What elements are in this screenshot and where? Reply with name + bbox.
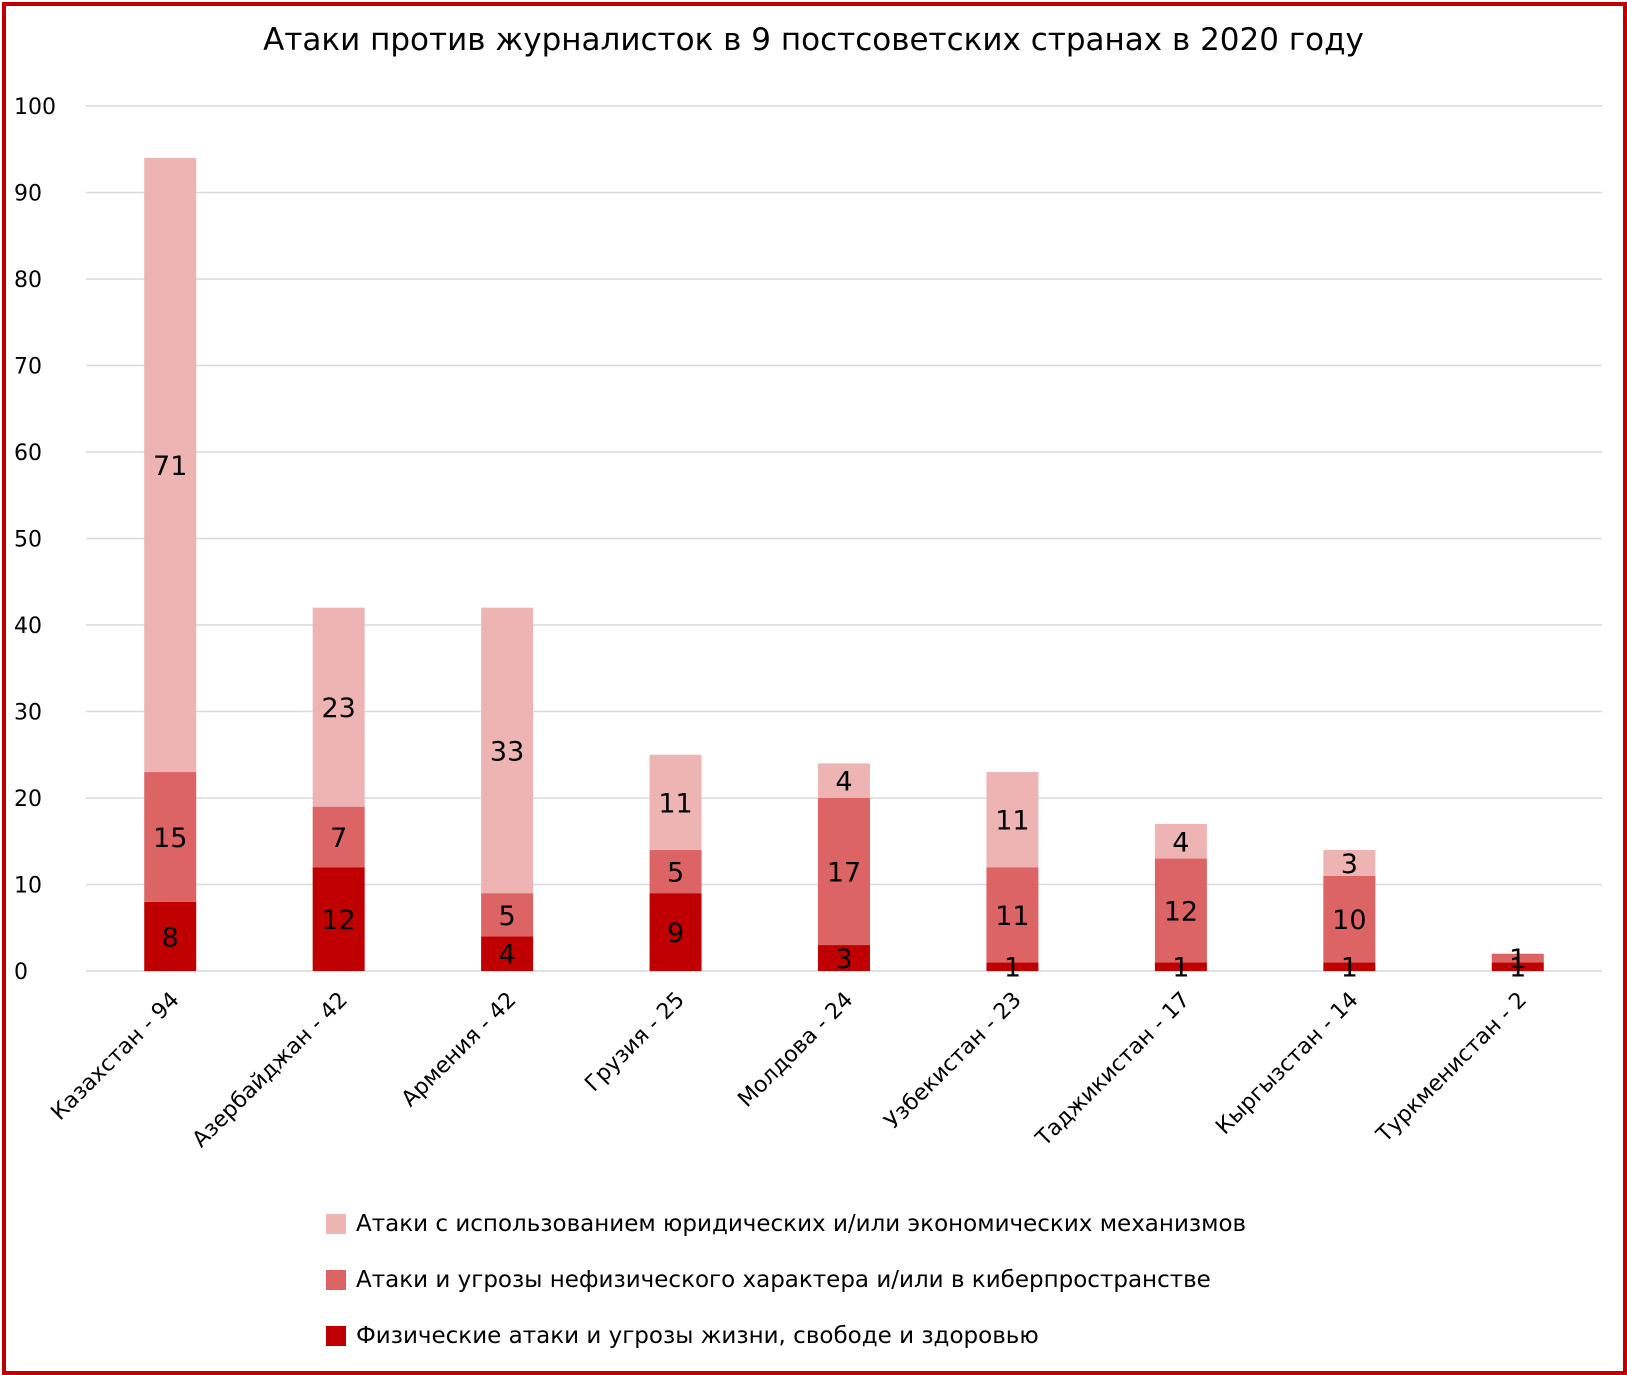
- bar-segment: [144, 157, 197, 773]
- bar-segment: [144, 772, 197, 902]
- y-tick-label: 0: [14, 960, 28, 985]
- x-category-label: Туркменистан - 2: [1371, 988, 1532, 1149]
- y-tick-label: 100: [14, 95, 56, 120]
- bar-segment: [481, 936, 534, 971]
- legend-label: Физические атаки и угрозы жизни, свободе…: [356, 1323, 1039, 1349]
- x-axis-labels: Казахстан - 94 Азербайджан - 42 Армения - …: [47, 988, 1532, 1153]
- y-tick-label: 60: [14, 441, 42, 466]
- legend: Атаки с использованием юридических и/или…: [326, 1196, 1246, 1364]
- bar-segment: [1323, 849, 1376, 876]
- bar-segment: [312, 607, 365, 807]
- y-tick-label: 20: [14, 787, 42, 812]
- data-label: 3: [1341, 849, 1358, 880]
- data-label: 9: [667, 918, 684, 949]
- bar-segment: [649, 754, 702, 850]
- bar-segment: [312, 806, 365, 868]
- bar-segment: [818, 798, 870, 946]
- data-label: 71: [153, 451, 187, 482]
- x-category-label: Узбекистан - 23: [880, 988, 1027, 1135]
- x-category-label: Азербайджан - 42: [188, 988, 353, 1153]
- bar-segment: [144, 901, 197, 971]
- legend-label: Атаки с использованием юридических и/или…: [356, 1211, 1247, 1237]
- y-tick-label: 50: [14, 528, 42, 553]
- bar-segment: [1154, 858, 1207, 963]
- y-tick-label: 80: [14, 268, 42, 293]
- data-label: 12: [1164, 896, 1198, 927]
- bar-segment: [1491, 953, 1544, 963]
- bar-segment: [986, 867, 1039, 963]
- bar-segment: [818, 945, 870, 971]
- chart-title: Атаки против журналисток в 9 постсоветск…: [263, 22, 1364, 58]
- y-tick-label: 40: [14, 614, 42, 639]
- bar-segment: [481, 893, 534, 937]
- data-label: 11: [995, 806, 1029, 837]
- x-category-label: Казахстан - 94: [47, 988, 185, 1126]
- x-category-label: Таджикистан - 17: [1031, 988, 1195, 1152]
- bar-segment: [649, 893, 702, 971]
- legend-item: Атаки и угрозы нефизического характера и…: [326, 1252, 1246, 1308]
- data-label: 1: [1509, 944, 1526, 975]
- legend-item: Физические атаки и угрозы жизни, свободе…: [326, 1308, 1246, 1364]
- data-label: 17: [827, 858, 861, 889]
- y-tick-label: 90: [14, 182, 42, 207]
- data-label: 33: [490, 736, 524, 767]
- data-label: 1: [1341, 953, 1358, 984]
- data-label: 5: [499, 901, 516, 932]
- x-category-label: Грузия - 25: [581, 988, 690, 1097]
- data-label: 4: [499, 940, 516, 971]
- data-label: 7: [330, 823, 347, 854]
- bar-segment: [1154, 823, 1207, 859]
- bar-segment: [481, 607, 534, 894]
- data-label: 1: [1509, 953, 1526, 984]
- data-label: 1: [1004, 953, 1021, 984]
- data-label: 1: [1172, 953, 1189, 984]
- data-label: 4: [835, 767, 852, 798]
- x-category-label: Молдова - 24: [733, 988, 858, 1113]
- legend-swatch: [326, 1326, 346, 1346]
- data-label: 11: [995, 901, 1029, 932]
- bars: [144, 157, 1544, 971]
- data-label: 10: [1332, 905, 1366, 936]
- data-label: 23: [321, 693, 355, 724]
- data-label: 5: [667, 858, 684, 889]
- y-axis-ticks: 0 10 20 30 40 50 60 70 80 90 100: [14, 95, 56, 985]
- x-category-label: Армения - 42: [397, 988, 521, 1112]
- data-label: 3: [835, 944, 852, 975]
- bar-segment: [1323, 962, 1376, 971]
- y-tick-label: 10: [14, 874, 42, 899]
- bar-segment: [986, 962, 1039, 971]
- bar-segment: [818, 763, 870, 798]
- x-category-label: Кыргызстан - 14: [1211, 988, 1363, 1140]
- data-label: 4: [1172, 827, 1189, 858]
- bar-segment: [1491, 962, 1544, 971]
- legend-item: Атаки с использованием юридических и/или…: [326, 1196, 1246, 1252]
- bar-segment: [1154, 962, 1207, 971]
- data-label: 15: [153, 823, 187, 854]
- y-tick-label: 30: [14, 701, 42, 726]
- data-label: 8: [162, 922, 179, 953]
- y-tick-label: 70: [14, 355, 42, 380]
- bar-segment: [1323, 875, 1376, 963]
- legend-label: Атаки и угрозы нефизического характера и…: [356, 1267, 1211, 1293]
- data-label: 11: [658, 788, 692, 819]
- bar-segment: [986, 772, 1039, 868]
- bar-segment: [312, 867, 365, 971]
- legend-swatch: [326, 1270, 346, 1290]
- data-label: 12: [321, 905, 355, 936]
- bar-segment: [649, 849, 702, 894]
- legend-swatch: [326, 1214, 346, 1234]
